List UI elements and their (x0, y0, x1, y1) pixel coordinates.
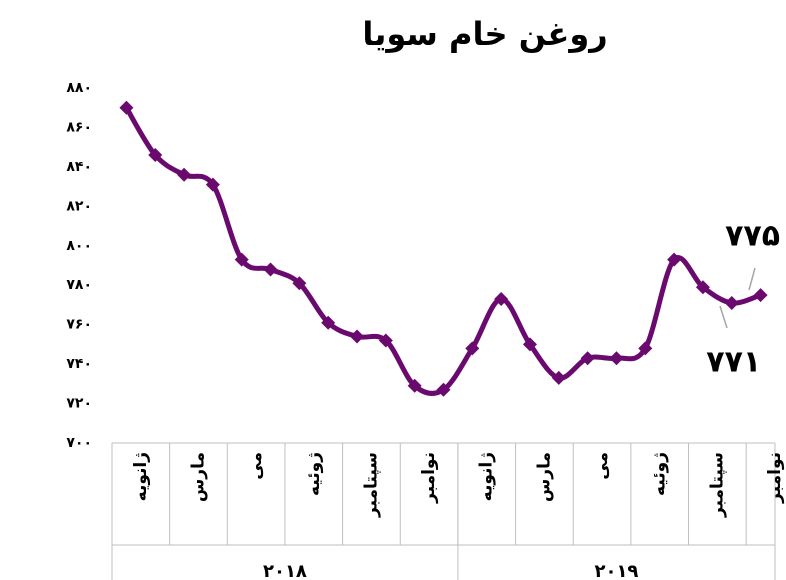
marker (551, 370, 566, 385)
x-tick-label: می (246, 452, 266, 480)
leader-line (748, 267, 756, 291)
x-tick-label: نوامبر (419, 452, 439, 504)
y-tick-label: ۷۲۰ (66, 396, 92, 412)
y-tick-label: ۷۶۰ (66, 317, 92, 333)
y-tick-label: ۷۰۰ (66, 435, 92, 451)
marker (234, 252, 249, 267)
x-tick-label: ژوئیه (650, 452, 670, 496)
marker (753, 288, 768, 303)
y-tick-label: ۸۸۰ (66, 80, 92, 96)
marker (350, 329, 365, 344)
marker (263, 262, 278, 277)
marker (724, 295, 739, 310)
y-tick-label: ۷۴۰ (66, 356, 92, 372)
marker (609, 351, 624, 366)
marker (522, 337, 537, 352)
y-tick-label: ۷۸۰ (66, 277, 92, 293)
x-tick-label: مارس (534, 452, 554, 502)
marker (292, 276, 307, 291)
group-label: ۲۰۱۹ (594, 561, 638, 580)
x-tick-label: ژوئیه (304, 452, 324, 496)
y-tick-label: ۸۲۰ (66, 198, 92, 214)
leader-line (719, 305, 728, 329)
marker (205, 177, 220, 192)
x-tick-label: می (592, 452, 612, 480)
chart-title: روغن خام سویا (362, 15, 607, 53)
x-tick-label: مارس (188, 452, 208, 502)
marker (407, 378, 422, 393)
marker (465, 341, 480, 356)
marker (148, 148, 163, 163)
y-tick-label: ۸۶۰ (66, 119, 92, 135)
marker (436, 382, 451, 397)
marker (321, 315, 336, 330)
marker (667, 252, 682, 267)
data-label: ۷۷۵ (725, 219, 780, 254)
marker (580, 351, 595, 366)
x-tick-label: نوامبر (765, 452, 785, 504)
marker (378, 333, 393, 348)
y-tick-label: ۸۴۰ (66, 159, 92, 175)
series-line (124, 106, 762, 396)
data-label: ۷۷۱ (706, 344, 761, 379)
x-tick-label: ژانویه (477, 452, 497, 501)
x-tick-label: سپتامبر (361, 452, 381, 518)
marker (638, 341, 653, 356)
x-tick-label: ژانویه (131, 452, 151, 501)
marker (119, 100, 134, 115)
marker (695, 280, 710, 295)
y-tick-label: ۸۰۰ (66, 238, 92, 254)
group-label: ۲۰۱۸ (263, 561, 307, 580)
marker (177, 167, 192, 182)
marker (494, 292, 509, 307)
x-tick-label: سپتامبر (707, 452, 727, 518)
